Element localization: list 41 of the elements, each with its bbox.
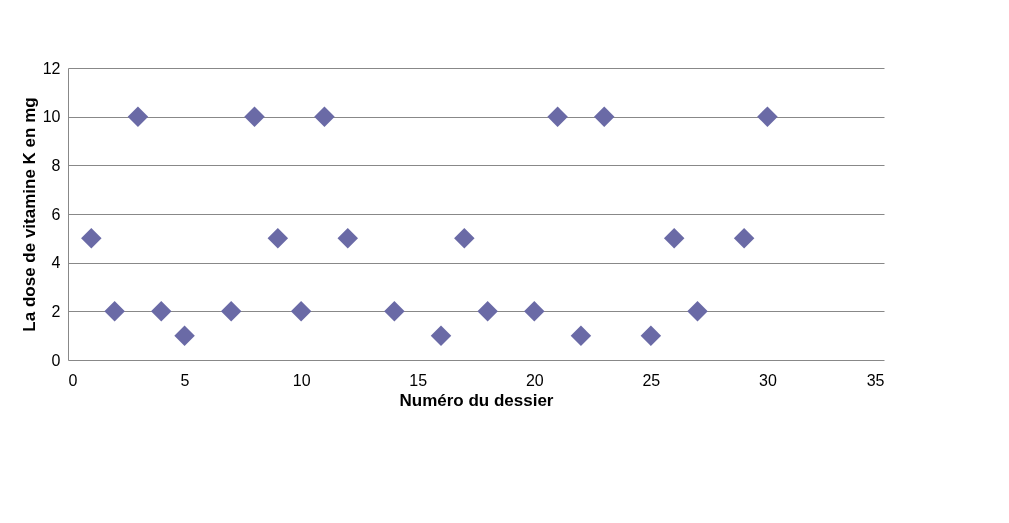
point [244, 106, 265, 127]
point [220, 301, 242, 322]
y-tick-label: 0 [51, 351, 61, 369]
x-tick-label: 15 [409, 371, 428, 389]
point [314, 106, 335, 127]
point [337, 228, 359, 249]
y-tick-label: 6 [51, 205, 61, 223]
point [640, 325, 662, 346]
point [663, 228, 685, 249]
point [384, 301, 405, 322]
y-axis-title: La dose de vitamine K en mg [19, 97, 39, 332]
y-tick-label: 2 [51, 302, 61, 320]
x-tick-label: 10 [292, 371, 311, 389]
x-tick-label: 25 [642, 371, 661, 389]
x-tick-label: 0 [68, 371, 78, 389]
point [547, 106, 568, 127]
x-axis-title: Numéro du dessier [399, 390, 554, 410]
point [593, 106, 615, 127]
point [151, 301, 172, 322]
point [430, 325, 452, 346]
point [174, 325, 195, 346]
point [757, 106, 778, 127]
point [104, 301, 125, 322]
y-tick-label: 4 [51, 254, 61, 272]
point [454, 228, 475, 249]
y-tick-label: 12 [42, 59, 61, 77]
x-tick-label: 20 [525, 371, 544, 389]
x-tick-label: 5 [180, 371, 190, 389]
point [524, 301, 545, 322]
y-tick-label: 8 [51, 156, 61, 174]
y-tick-label: 10 [42, 108, 61, 126]
point [570, 325, 592, 346]
point [127, 106, 149, 127]
point [81, 228, 102, 249]
point [477, 301, 498, 322]
point [267, 228, 289, 249]
point [687, 301, 708, 322]
x-tick-label: 30 [759, 371, 777, 389]
point [733, 228, 755, 249]
point [290, 301, 312, 322]
x-tick-label: 35 [866, 371, 885, 389]
